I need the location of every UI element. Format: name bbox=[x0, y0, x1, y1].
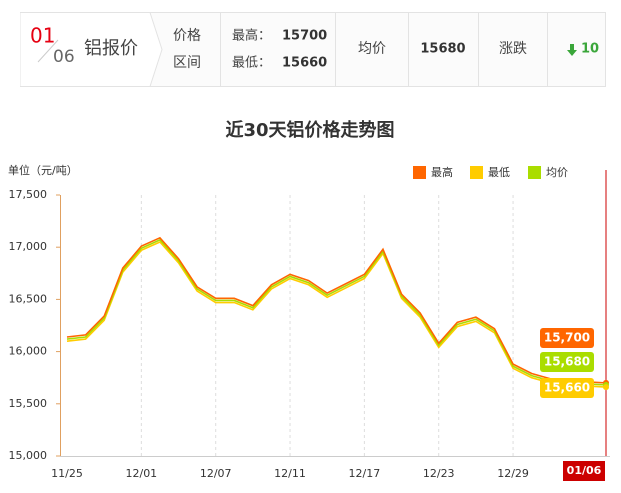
series-line bbox=[66, 241, 607, 388]
y-axis-label: 单位（元/吨） bbox=[8, 163, 78, 177]
down-arrow bbox=[567, 44, 577, 56]
date-day: 06 bbox=[53, 47, 75, 67]
y-tick-label: 15,500 bbox=[9, 397, 48, 410]
current-box bbox=[563, 461, 605, 481]
y-tick-label: 17,500 bbox=[9, 188, 48, 201]
high-label: 最高： bbox=[232, 28, 271, 44]
high-value: 15700 bbox=[282, 29, 327, 44]
low-label: 最低： bbox=[232, 56, 271, 71]
series-line bbox=[66, 236, 607, 384]
chart-title: 近30天铝价格走势图 bbox=[225, 119, 394, 141]
x-tick-label: 11/25 bbox=[51, 467, 83, 480]
avg-label: 均价 bbox=[358, 41, 386, 57]
low-value: 15660 bbox=[282, 56, 327, 71]
change-label: 涨跌 bbox=[499, 41, 527, 57]
y-tick-label: 15,000 bbox=[9, 449, 48, 462]
y-tick-label: 17,000 bbox=[9, 240, 48, 253]
legend-label: 最高 bbox=[431, 165, 453, 179]
value-label: 15,700 bbox=[544, 331, 590, 345]
legend-label: 最低 bbox=[488, 166, 510, 179]
date-slash bbox=[37, 39, 59, 63]
range-label: 价格 bbox=[173, 28, 201, 44]
legend-swatch bbox=[470, 166, 483, 179]
y-tick-label: 16,500 bbox=[9, 292, 48, 305]
value-label: 15,660 bbox=[544, 381, 590, 395]
value-label: 15,680 bbox=[544, 355, 590, 369]
x-tick-label: 12/23 bbox=[423, 467, 455, 480]
y-tick-label: 16,000 bbox=[9, 345, 48, 358]
date-month: 01 bbox=[30, 24, 55, 48]
header-name: 铝报价 bbox=[84, 38, 138, 59]
value-label-box bbox=[540, 328, 594, 348]
series-line bbox=[66, 238, 607, 386]
value-label-box bbox=[540, 378, 594, 398]
x-tick-label: 12/11 bbox=[274, 467, 306, 480]
x-tick-label: 12/29 bbox=[497, 467, 529, 480]
x-tick-label: 01/06 bbox=[567, 464, 602, 477]
value-label-box bbox=[540, 352, 594, 372]
avg-value: 15680 bbox=[420, 42, 465, 57]
legend-swatch bbox=[413, 166, 426, 179]
end-dot bbox=[603, 384, 609, 391]
change-value: 10 bbox=[581, 42, 599, 57]
legend-swatch bbox=[528, 166, 541, 179]
legend-label: 均价 bbox=[546, 166, 568, 179]
date-cell bbox=[20, 12, 163, 87]
x-tick-label: 12/17 bbox=[349, 467, 381, 480]
x-tick-label: 12/07 bbox=[200, 467, 232, 480]
range-label: 区间 bbox=[173, 55, 201, 71]
x-tick-label: 12/01 bbox=[125, 467, 157, 480]
